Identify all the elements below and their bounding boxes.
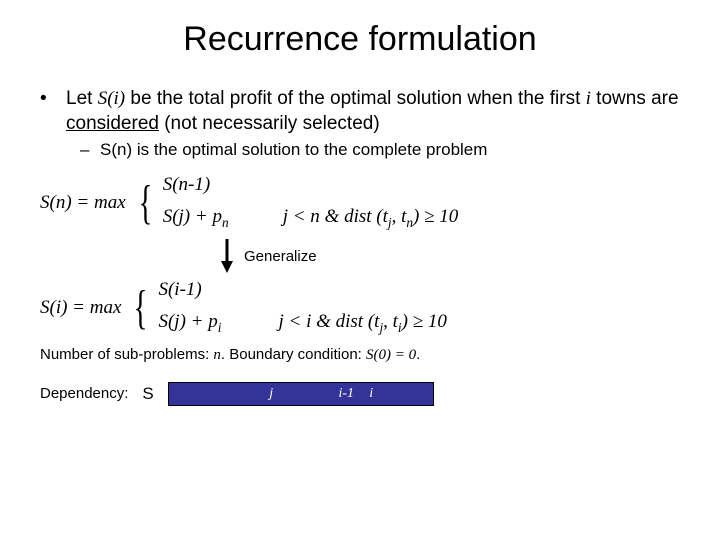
bullet-mid: be the total profit of the optimal solut… (125, 88, 585, 109)
eq2-cond-a: j < i & dist (t (278, 311, 379, 332)
equation-i: S(i) = max { S(i-1) S(j) + pi j < i & di… (40, 279, 680, 336)
eq2-cond: j < i & dist (tj, ti) ≥ 10 (278, 311, 538, 336)
eq2-cond-end: ) ≥ 10 (402, 311, 447, 332)
array-box: j i-1i (168, 382, 434, 406)
sub-dash: – (80, 140, 100, 160)
main-bullet: • Let S(i) be the total profit of the op… (40, 87, 680, 136)
array-cell (169, 383, 261, 405)
foot-pre: Number of sub-problems: (40, 346, 213, 363)
eq1-case2sub: n (222, 215, 229, 230)
eq1-cond-a: j < n & dist (t (283, 206, 388, 227)
eq2-case2sub: i (218, 320, 222, 335)
bullet-pre: Let (66, 88, 98, 109)
page-title: Recurrence formulation (40, 20, 680, 59)
eq1-case2a: S(j) + p (163, 206, 222, 227)
brace-icon: { (138, 179, 152, 227)
foot-mid: . Boundary condition: (221, 346, 366, 363)
foot-end: . (416, 346, 420, 363)
generalize-label: Generalize (244, 248, 317, 265)
dependency-row: Dependency: S j i-1i (40, 382, 680, 406)
eq2-left: S(i) = max (40, 297, 121, 319)
eq1-cond-end: ) ≥ 10 (413, 206, 458, 227)
array-s-label: S (142, 384, 153, 404)
bullet-post: (not necessarily selected) (159, 113, 380, 134)
bullet-dot: • (40, 87, 66, 136)
bullet-considered: considered (66, 113, 159, 134)
array-cell: j (261, 383, 283, 405)
down-arrow-icon (220, 239, 234, 273)
eq1-left: S(n) = max (40, 192, 126, 214)
eq2-case2a: S(j) + p (158, 311, 217, 332)
bullet-si: S(i) (98, 88, 125, 109)
array-cell: i-1 (333, 383, 361, 405)
eq2-case2: S(j) + pi (158, 311, 278, 336)
array-cell (383, 383, 433, 405)
dependency-label: Dependency: (40, 385, 128, 402)
eq1-cond-mid: , t (392, 206, 407, 227)
footnote-subproblems: Number of sub-problems: n. Boundary cond… (40, 346, 680, 364)
generalize-arrow: Generalize (220, 239, 680, 273)
eq2-case1: S(i-1) (158, 279, 278, 301)
eq2-cond-mid: , t (383, 311, 398, 332)
eq1-case1: S(n-1) (163, 174, 283, 196)
sub-bullet: – S(n) is the optimal solution to the co… (80, 140, 680, 160)
foot-n: n (213, 347, 221, 363)
bullet-mid2: towns are (591, 88, 679, 109)
brace-icon: { (134, 284, 148, 332)
eq1-cond: j < n & dist (tj, tn) ≥ 10 (283, 206, 543, 231)
foot-s0: S(0) = 0 (366, 347, 416, 363)
array-cell: i (361, 383, 383, 405)
bullet-text: Let S(i) be the total profit of the opti… (66, 87, 680, 136)
equation-n: S(n) = max { S(n-1) S(j) + pn j < n & di… (40, 174, 680, 231)
sub-bullet-text: S(n) is the optimal solution to the comp… (100, 140, 487, 160)
eq1-case2: S(j) + pn (163, 206, 283, 231)
array-cell (283, 383, 333, 405)
